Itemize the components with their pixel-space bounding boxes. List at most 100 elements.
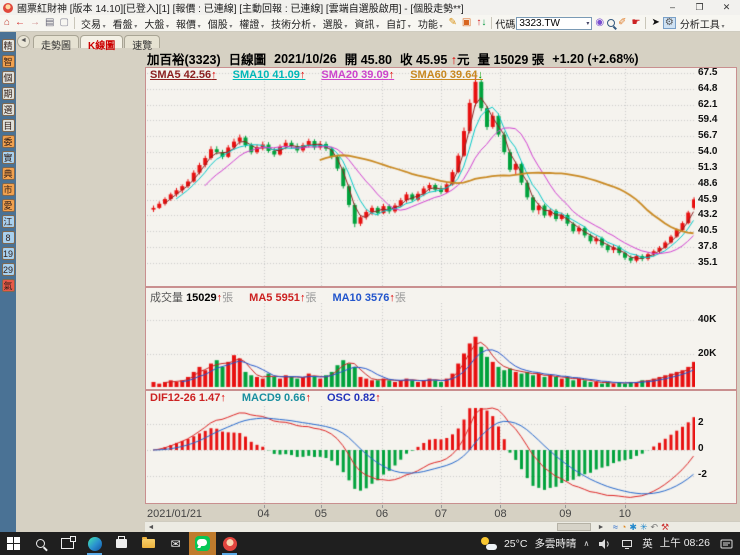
file-explorer-icon[interactable] <box>135 532 162 555</box>
volume-panel: 成交量 15029↑張 MA5 5951↑張 MA10 3576↑張 40K 20… <box>145 287 737 390</box>
mail-icon[interactable]: ✉ <box>170 536 181 551</box>
task-view-icon[interactable] <box>54 532 81 555</box>
menu-看盤[interactable]: 看盤 <box>110 16 141 31</box>
window-icon[interactable]: ▢ <box>59 17 69 28</box>
menu-選股[interactable]: 選股 <box>320 16 351 31</box>
updown-chart-icon[interactable]: ↑↓ <box>476 17 487 28</box>
sidebar-button-目[interactable]: 目 <box>1 119 15 132</box>
osc-value: OSC 0.82↑ <box>326 392 381 404</box>
store-icon[interactable] <box>108 532 135 555</box>
draw-tool-icon-1[interactable]: ≈ <box>613 522 618 532</box>
start-button[interactable] <box>0 532 27 555</box>
draw-tool-icon-6[interactable]: ⚒ <box>661 522 670 532</box>
sma-label-SMA20: SMA20 39.09↑ <box>321 69 395 81</box>
edge-browser-icon[interactable] <box>81 532 108 555</box>
sidebar-button-典[interactable]: 典 <box>1 167 15 180</box>
trading-app-icon[interactable] <box>216 532 243 555</box>
forward-icon[interactable]: → <box>30 17 41 28</box>
tab-速覽[interactable]: 速覽 <box>124 35 161 52</box>
scroll-right-button[interactable]: ► <box>597 523 605 531</box>
scroll-left-button[interactable]: ◄ <box>147 523 155 531</box>
draw-tools-strip: ≈ ◔ ✱ ✳ ↶ ⚒ <box>613 522 669 532</box>
sidebar-button-市[interactable]: 市 <box>1 183 15 196</box>
title-bar: 國票紅財神 [版本 14.10][已登入][1] [報價 : 已連線] [主動回… <box>0 0 740 16</box>
time-axis-label: 04 <box>257 508 270 520</box>
taskbar-search-icon[interactable] <box>27 532 54 555</box>
tools-toggle-icon[interactable]: ⚙ <box>662 17 676 29</box>
restore-button[interactable]: ❐ <box>695 2 704 12</box>
tab-K線圖[interactable]: K線圖 <box>80 35 124 52</box>
sidebar-button-19[interactable]: 19 <box>1 247 15 260</box>
print-icon[interactable]: ▤ <box>45 17 55 28</box>
chart-date: 2021/10/26 <box>274 51 337 66</box>
menu-資訊[interactable]: 資訊 <box>351 16 382 31</box>
speaker-icon[interactable] <box>596 532 612 555</box>
chevron-down-icon[interactable]: ▾ <box>586 20 590 27</box>
time-axis-tick <box>624 505 626 508</box>
notification-icon[interactable] <box>717 532 735 555</box>
close-button[interactable]: ✕ <box>722 2 731 12</box>
tab-走勢圖[interactable]: 走勢圖 <box>33 35 79 52</box>
time-axis-tick <box>382 505 383 508</box>
menu-個股[interactable]: 個股 <box>205 16 236 31</box>
menu-交易[interactable]: 交易 <box>78 16 109 31</box>
scroll-track[interactable] <box>157 522 595 532</box>
sma-label-row: SMA5 42.56↑ SMA10 41.09↑ SMA20 39.09↑ SMA60… <box>150 69 483 81</box>
chart-type-label: 日線圖 <box>228 53 267 67</box>
stock-name: 加百裕(3323) <box>147 53 221 67</box>
network-icon[interactable] <box>619 532 635 555</box>
menu-功能[interactable]: 功能 <box>415 16 446 31</box>
line-app-icon[interactable] <box>189 532 216 555</box>
save-icon[interactable]: ▣ <box>461 17 472 28</box>
dif-value: DIF12-26 1.47↑ <box>150 392 226 404</box>
sidebar-button-8[interactable]: 8 <box>1 231 15 244</box>
sidebar-button-期[interactable]: 期 <box>1 87 15 100</box>
menu-權證[interactable]: 權證 <box>236 16 267 31</box>
time-axis-label: 09 <box>559 508 572 520</box>
weather-text[interactable]: 多雲時晴 <box>534 538 577 550</box>
minimize-button[interactable]: – <box>669 2 675 12</box>
draw-tool-icon-5[interactable]: ↶ <box>650 522 659 532</box>
menu-報價[interactable]: 報價 <box>173 16 204 31</box>
ime-indicator[interactable]: 英 <box>642 538 653 550</box>
volume-ma10: MA10 3576↑張 <box>332 292 406 304</box>
cursor-icon[interactable]: ➤ <box>651 17 660 28</box>
search-icon[interactable] <box>607 19 616 27</box>
hidden-icons-chevron[interactable]: ∧ <box>583 539 590 548</box>
draw-tool-icon-4[interactable]: ✳ <box>639 522 648 532</box>
sidebar-button-委[interactable]: 委 <box>1 135 15 148</box>
scroll-thumb[interactable] <box>557 523 591 531</box>
sidebar-button-29[interactable]: 29 <box>1 263 15 276</box>
menu-analysis-tools[interactable]: 分析工具 <box>677 16 728 31</box>
up-arrow-icon: ↑ <box>305 392 311 404</box>
clock[interactable]: 上午 08:26 <box>659 537 710 549</box>
sidebar-button-選[interactable]: 選 <box>1 103 15 116</box>
menu-自訂[interactable]: 自訂 <box>383 16 414 31</box>
sidebar-button-個[interactable]: 個 <box>1 71 15 84</box>
sidebar-button-精[interactable]: 精 <box>1 39 15 52</box>
sidebar-button-愛[interactable]: 愛 <box>1 199 15 212</box>
sidebar-button-智[interactable]: 智 <box>1 55 15 68</box>
home-icon[interactable]: ⌂ <box>4 17 11 28</box>
pens-icon[interactable]: ✐ <box>618 17 627 28</box>
pencil-icon[interactable]: ✎ <box>448 17 457 28</box>
stock-code-input[interactable]: 3323.TW ▾ <box>516 16 593 30</box>
left-sidebar: 精智個期選目委實典市愛江 8 19 29 氣 <box>0 32 16 532</box>
time-axis-label: 05 <box>314 508 327 520</box>
menu-技術分析[interactable]: 技術分析 <box>268 16 319 31</box>
price-axis-label: 35.1 <box>698 256 718 268</box>
sidebar-button-氣[interactable]: 氣 <box>1 279 15 292</box>
stock-info-header: 加百裕(3323) 日線圖 2021/10/26 開 45.80 收 45.95… <box>147 50 639 68</box>
back-icon[interactable]: ← <box>15 17 26 28</box>
hand-icon[interactable]: ☛ <box>631 17 641 28</box>
tab-scroll-button[interactable]: ◄ <box>17 35 30 48</box>
sidebar-button-實[interactable]: 實 <box>1 151 15 164</box>
weather-temp[interactable]: 25°C <box>503 537 528 550</box>
draw-tool-icon-3[interactable]: ✱ <box>629 522 637 532</box>
menu-大盤[interactable]: 大盤 <box>141 16 172 31</box>
contacts-icon[interactable]: ◉ <box>595 17 605 28</box>
time-axis-label: 10 <box>618 508 632 520</box>
draw-tool-icon-2[interactable]: ◔ <box>620 522 627 532</box>
sidebar-button-江[interactable]: 江 <box>1 215 15 228</box>
weather-icon[interactable] <box>480 537 497 550</box>
